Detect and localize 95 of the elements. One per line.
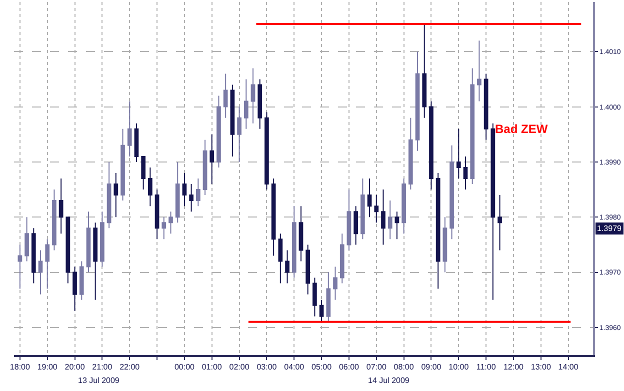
x-tick-label: 20:00	[64, 362, 86, 372]
candlestick	[278, 233, 283, 284]
candlestick	[250, 68, 256, 124]
candlestick	[354, 206, 358, 246]
candlestick	[450, 144, 454, 240]
x-tick-label: 08:00	[394, 362, 414, 372]
candlestick	[306, 244, 310, 295]
candlestick	[312, 277, 317, 317]
x-tick-label: 09:00	[421, 362, 442, 372]
candlestick	[422, 24, 427, 118]
candlestick	[271, 178, 276, 256]
x-tick-label: 12:00	[503, 362, 524, 372]
candlestick	[264, 112, 269, 190]
candlestick	[230, 84, 235, 157]
x-tick-label: 18:00	[10, 362, 30, 372]
candlestick	[72, 266, 77, 312]
candlestick	[196, 178, 200, 207]
candlestick	[24, 216, 29, 262]
candlestick	[134, 122, 139, 162]
candlestick	[381, 189, 386, 246]
candlestick	[456, 128, 461, 179]
candlestick	[223, 73, 228, 118]
candlestick	[319, 299, 324, 322]
candlestick	[415, 51, 420, 152]
x-tick-label: 11:00	[476, 362, 496, 372]
candlestick	[490, 122, 496, 300]
candlestick	[346, 189, 352, 251]
candlestick	[45, 238, 50, 290]
candlestick	[408, 117, 413, 190]
text: 14 Jul 2009	[368, 376, 410, 385]
x-tick-label: 19:00	[37, 362, 58, 372]
candlestick	[120, 128, 125, 202]
candlestick	[162, 216, 166, 240]
x-tick-label: 06:00	[338, 362, 360, 372]
candlestick	[340, 233, 344, 284]
x-tick-label: 03:00	[256, 362, 278, 372]
x-tick-label: 07:00	[366, 362, 387, 372]
candlestick	[237, 106, 242, 162]
candlestick	[484, 73, 488, 140]
candlestick	[168, 211, 173, 234]
candlestick	[216, 95, 221, 168]
candlestick	[154, 189, 160, 240]
x-tick-label: 04:00	[284, 362, 305, 372]
candlestick	[367, 178, 372, 218]
text: 1.3979	[597, 224, 622, 233]
candlestick	[442, 216, 448, 273]
x-tick-label: 13:00	[530, 362, 552, 372]
text: 13 Jul 2009	[78, 376, 120, 385]
candlestick	[374, 194, 379, 224]
candlestick	[244, 78, 248, 130]
candlestick	[52, 189, 56, 251]
candlestick	[182, 172, 187, 207]
x-tick-label: 05:00	[312, 362, 332, 372]
candlestick	[258, 78, 262, 130]
candlestick	[66, 216, 70, 284]
candlestick	[292, 206, 296, 278]
candlestick	[189, 184, 194, 212]
candlestick	[429, 100, 434, 190]
candlestick	[210, 134, 214, 185]
candlestick	[394, 211, 400, 240]
candlestick	[93, 222, 98, 300]
candlestick	[202, 139, 208, 196]
candlestick	[106, 161, 112, 229]
candlestick	[100, 211, 104, 268]
candlestick	[175, 161, 180, 224]
candlestick	[326, 272, 331, 322]
x-tick-label: 14:00	[558, 362, 579, 372]
candlestick	[79, 260, 84, 300]
candlestick	[402, 178, 406, 234]
annotation: Bad ZEW	[495, 122, 548, 136]
x-tick-label: 02:00	[229, 362, 250, 372]
candlestick	[18, 244, 22, 290]
candlestick	[298, 206, 304, 262]
x-tick-label: 00:00	[174, 362, 196, 372]
candlestick	[31, 228, 36, 284]
x-tick-label: 01:00	[202, 362, 222, 372]
candlestick	[470, 68, 475, 185]
candlestick	[114, 172, 118, 218]
x-tick-label: 21:00	[92, 362, 113, 372]
candlestick	[86, 211, 91, 273]
candlestick	[127, 100, 132, 157]
candlestick	[38, 250, 43, 295]
x-tick-label: 10:00	[448, 362, 470, 372]
candlestick	[388, 200, 392, 240]
candlestick	[477, 40, 482, 102]
candlestick	[360, 178, 365, 240]
candlestick	[436, 172, 440, 290]
candlestick	[498, 194, 502, 251]
candlestick	[148, 166, 152, 207]
x-tick-label: 22:00	[120, 362, 140, 372]
candlestick	[285, 250, 290, 284]
candlestick	[141, 156, 146, 190]
candlestick	[58, 178, 64, 234]
candlestick	[333, 266, 338, 300]
candlestick	[463, 156, 468, 190]
